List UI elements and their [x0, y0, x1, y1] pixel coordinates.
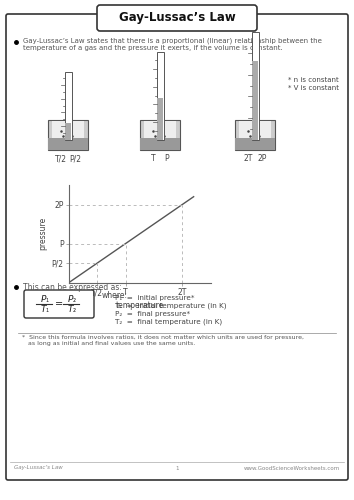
Text: T/2: T/2: [55, 154, 67, 163]
Text: Gay-Lussac’s Law states that there is a proportional (linear) relationship betwe: Gay-Lussac’s Law states that there is a …: [23, 38, 322, 44]
Bar: [48, 138, 88, 150]
Text: =: =: [55, 299, 63, 309]
Text: *  Since this formula involves ratios, it does not matter which units are used f: * Since this formula involves ratios, it…: [22, 336, 304, 340]
Text: Gay-Lussac’s Law: Gay-Lussac’s Law: [14, 466, 63, 470]
Bar: [251, 32, 258, 140]
Bar: [156, 52, 164, 140]
Text: ₁: ₁: [46, 296, 48, 304]
Bar: [252, 60, 258, 140]
Text: 2P: 2P: [257, 154, 267, 163]
Bar: [140, 120, 180, 150]
Bar: [140, 138, 180, 150]
Text: www.GoodScienceWorksheets.com: www.GoodScienceWorksheets.com: [244, 466, 340, 470]
Text: 1: 1: [175, 466, 179, 470]
Text: This can be expressed as:: This can be expressed as:: [23, 282, 122, 292]
Bar: [157, 98, 163, 140]
Text: P₂  =  final pressure*: P₂ = final pressure*: [115, 311, 190, 317]
Bar: [235, 120, 275, 150]
Bar: [52, 120, 84, 138]
Bar: [64, 72, 72, 140]
Text: P: P: [67, 296, 73, 304]
Text: P/2: P/2: [69, 154, 81, 163]
Text: * V is constant: * V is constant: [288, 85, 339, 91]
Text: T: T: [40, 304, 46, 314]
Text: ₂: ₂: [73, 304, 75, 314]
Bar: [144, 120, 176, 138]
Text: as long as initial and final values use the same units.: as long as initial and final values use …: [22, 342, 195, 346]
Bar: [239, 120, 271, 138]
Bar: [235, 138, 275, 150]
Text: * n is constant: * n is constant: [288, 77, 339, 83]
Bar: [48, 120, 88, 150]
Text: T₁  =  initial temperature (in K): T₁ = initial temperature (in K): [115, 302, 227, 309]
Text: 2T: 2T: [243, 154, 253, 163]
X-axis label: temperature: temperature: [116, 301, 164, 310]
FancyBboxPatch shape: [97, 5, 257, 31]
Text: P: P: [40, 296, 46, 304]
Y-axis label: pressure: pressure: [38, 217, 47, 250]
Text: Gay-Lussac’s Law: Gay-Lussac’s Law: [119, 12, 235, 24]
Text: P₁  =  initial pressure*: P₁ = initial pressure*: [115, 295, 194, 301]
FancyBboxPatch shape: [24, 290, 94, 318]
Text: ₁: ₁: [46, 304, 48, 314]
Text: temperature of a gas and the pressure it exerts, if the volume is constant.: temperature of a gas and the pressure it…: [23, 45, 283, 51]
Text: ₂: ₂: [73, 296, 75, 304]
FancyBboxPatch shape: [6, 14, 348, 480]
Text: T₂  =  final temperature (in K): T₂ = final temperature (in K): [115, 319, 222, 325]
Text: where:: where:: [102, 292, 128, 300]
Text: T: T: [151, 154, 155, 163]
Text: P: P: [165, 154, 169, 163]
Bar: [65, 122, 71, 140]
Text: T: T: [67, 304, 73, 314]
